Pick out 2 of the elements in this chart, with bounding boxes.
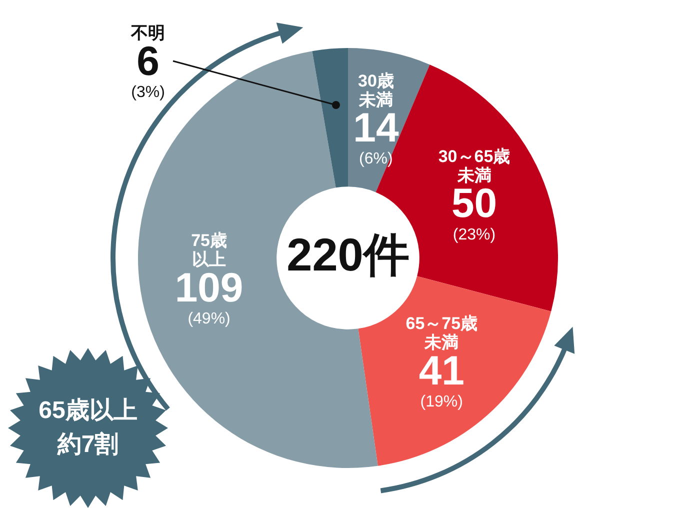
text: 65歳以上約7割 xyxy=(38,397,138,458)
text: 220件 xyxy=(286,228,410,281)
